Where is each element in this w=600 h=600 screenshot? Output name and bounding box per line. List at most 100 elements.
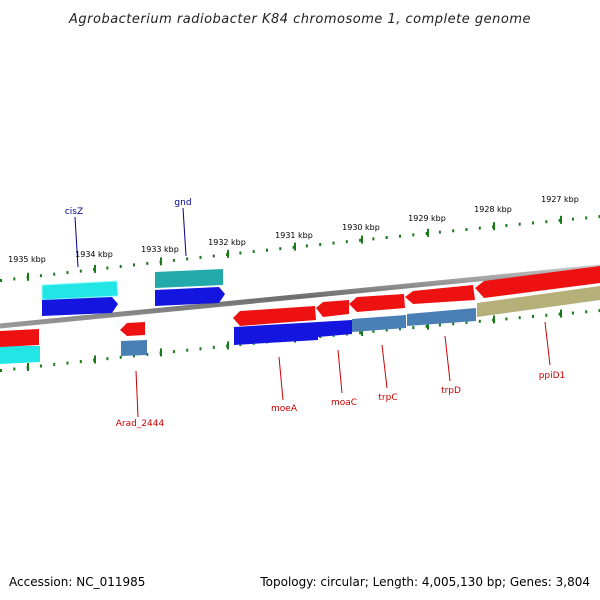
minor-tick <box>79 360 82 364</box>
gene-gnd[interactable] <box>155 287 225 306</box>
gene-left-red[interactable] <box>0 329 39 347</box>
gene-trpC-region-1[interactable] <box>352 315 406 332</box>
minor-tick <box>0 279 2 282</box>
minor-tick <box>558 218 561 222</box>
minor-tick <box>571 217 574 221</box>
gene-label-Arad_2444: Arad_2444 <box>116 419 165 429</box>
minor-tick <box>505 317 508 321</box>
major-tick <box>493 315 495 324</box>
minor-tick <box>332 241 335 245</box>
minor-tick <box>452 322 455 326</box>
major-tick <box>227 341 229 350</box>
Arad_2444-leader-line <box>135 370 139 418</box>
minor-tick <box>305 244 308 248</box>
moeA-leader-line <box>278 356 284 401</box>
gene-trpD-region-1[interactable] <box>407 308 476 326</box>
minor-tick <box>119 355 122 359</box>
minor-tick <box>585 216 588 220</box>
major-tick <box>227 249 229 258</box>
minor-tick <box>372 329 375 333</box>
minor-tick <box>598 309 600 313</box>
cisZ-leader-line <box>74 216 79 268</box>
map-title: Agrobacterium radiobacter K84 chromosome… <box>68 12 531 27</box>
minor-tick <box>146 261 149 265</box>
minor-tick <box>478 226 481 230</box>
major-tick <box>294 242 296 251</box>
gene-label-moaC: moaC <box>331 398 357 408</box>
gene-trpC[interactable] <box>349 294 405 312</box>
minor-tick <box>438 323 441 327</box>
gene-gnd-region-1[interactable] <box>155 269 223 288</box>
moaC-leader-line <box>337 349 343 394</box>
minor-tick <box>13 367 16 371</box>
minor-tick <box>532 315 534 318</box>
minor-tick <box>478 319 481 323</box>
minor-tick <box>119 265 122 268</box>
minor-tick <box>598 215 600 219</box>
scale-label-1933: 1933 kbp <box>141 245 179 254</box>
gene-trpD[interactable] <box>405 285 475 304</box>
minor-tick <box>585 310 588 314</box>
minor-tick <box>53 363 56 366</box>
scale-label-1934: 1934 kbp <box>75 250 113 259</box>
scale-label-1928: 1928 kbp <box>474 205 512 214</box>
major-tick <box>94 264 96 273</box>
gene-ppiD1-region-1[interactable] <box>477 286 600 317</box>
minor-tick <box>359 331 362 335</box>
major-tick <box>361 235 363 244</box>
minor-tick <box>385 328 388 332</box>
minor-tick <box>266 248 268 252</box>
scale-label-1935: 1935 kbp <box>8 255 46 264</box>
minor-tick <box>239 251 242 255</box>
minor-tick <box>545 313 548 317</box>
minor-tick <box>186 257 189 261</box>
minor-tick <box>545 220 548 224</box>
gene-moaC[interactable] <box>316 300 349 317</box>
minor-tick <box>465 228 468 231</box>
major-tick <box>361 328 363 336</box>
chromosome-backbone <box>0 264 600 329</box>
minor-tick <box>399 327 401 331</box>
major-tick <box>160 348 162 357</box>
major-tick <box>27 272 29 281</box>
minor-tick <box>172 350 175 354</box>
gene-Arad_2444-region-1[interactable] <box>121 340 147 356</box>
major-tick <box>560 309 562 318</box>
gene-cisZ-region-1[interactable] <box>41 280 119 301</box>
gene-moeA[interactable] <box>233 306 316 326</box>
gene-moaC-region-1[interactable] <box>318 320 352 337</box>
minor-tick <box>571 311 574 315</box>
gene-cisZ[interactable] <box>42 297 118 316</box>
minor-tick <box>412 233 415 237</box>
scale-label-1930: 1930 kbp <box>342 223 380 232</box>
gene-left-cyan[interactable] <box>0 346 40 364</box>
minor-tick <box>372 237 375 241</box>
minor-tick <box>385 236 388 239</box>
minor-tick <box>146 352 149 356</box>
gene-ppiD1[interactable] <box>475 266 600 298</box>
minor-tick <box>505 224 508 227</box>
major-tick <box>94 355 96 364</box>
gene-label-moeA: moeA <box>271 404 298 414</box>
gene-label-cisZ: cisZ <box>65 207 83 217</box>
gnd-leader-line <box>182 207 187 257</box>
minor-tick <box>39 364 42 368</box>
gene-Arad_2444[interactable] <box>120 322 145 336</box>
minor-tick <box>252 250 255 254</box>
scale-label-1927: 1927 kbp <box>541 195 579 204</box>
gene-label-gnd: gnd <box>174 198 191 208</box>
genome-summary-text: Topology: circular; Length: 4,005,130 bp… <box>259 575 590 589</box>
minor-tick <box>465 321 468 325</box>
minor-tick <box>438 230 441 234</box>
minor-tick <box>199 255 202 259</box>
minor-tick <box>412 326 415 330</box>
scale-label-1932: 1932 kbp <box>208 238 246 247</box>
gene-moeA-region-1[interactable] <box>234 322 318 345</box>
gene-label-trpC: trpC <box>378 393 397 403</box>
major-tick <box>493 222 495 231</box>
minor-tick <box>66 271 69 275</box>
minor-tick <box>66 361 69 365</box>
minor-tick <box>199 347 202 351</box>
